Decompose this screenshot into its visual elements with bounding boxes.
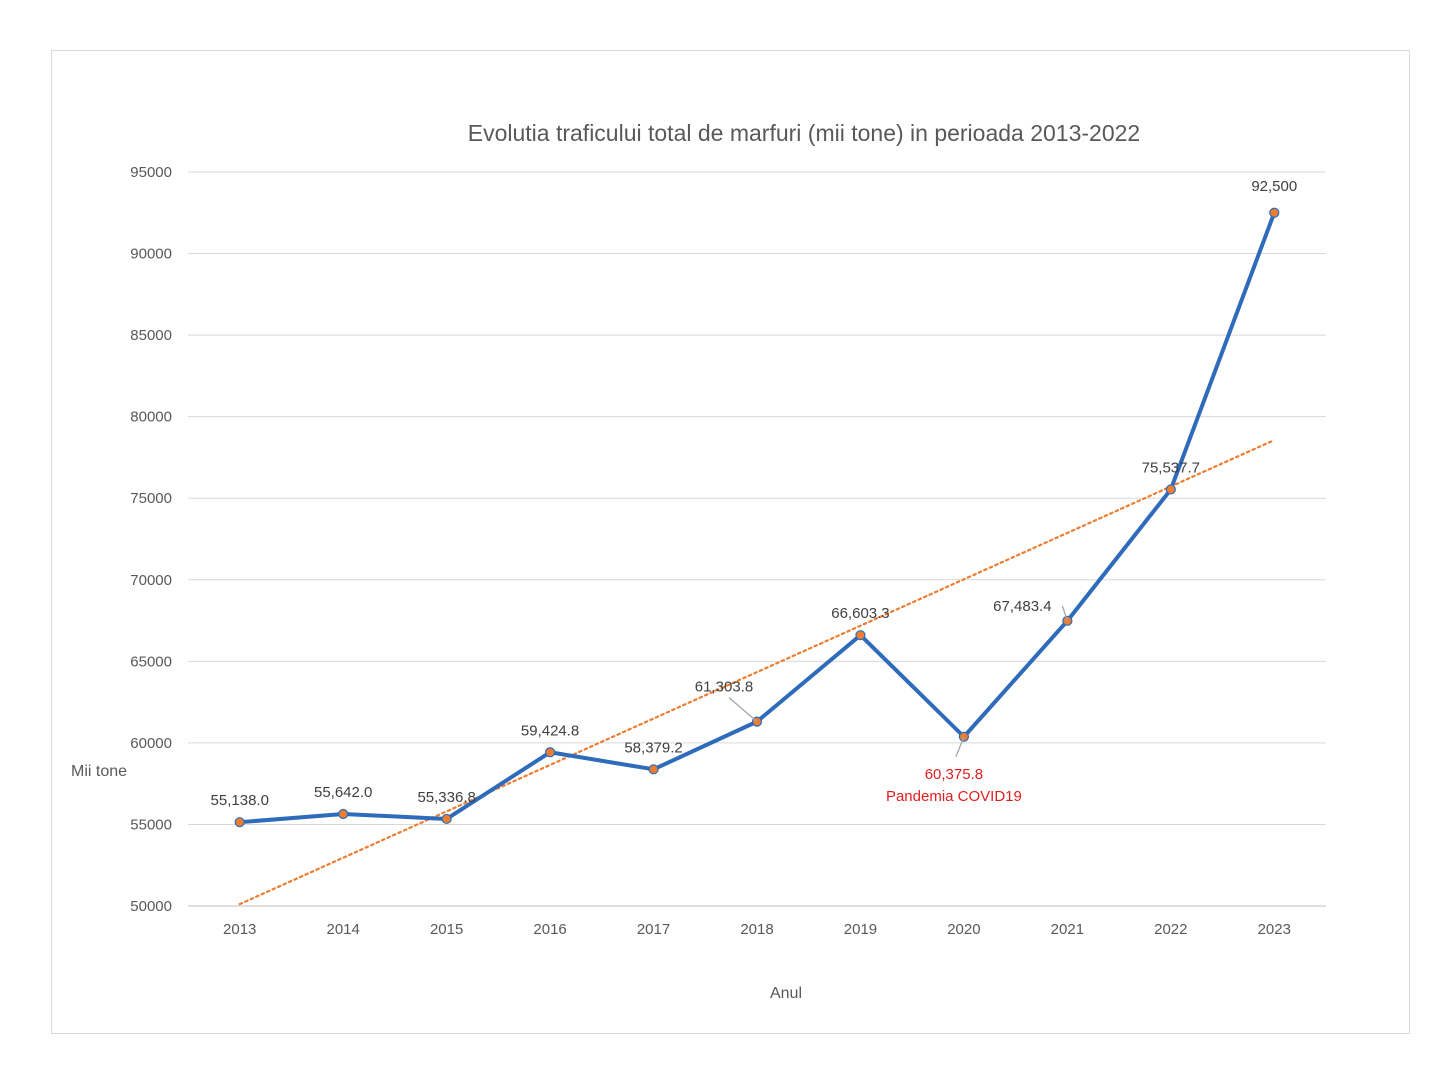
data-point [544, 747, 556, 758]
x-axis-ticks: 2013 2014 2015 2016 2017 2018 2019 2020 2021 2022… [223, 921, 1291, 938]
series-group [234, 207, 1280, 828]
y-tick-label: 70000 [130, 572, 172, 589]
y-tick-label: 50000 [130, 898, 172, 915]
data-point [648, 764, 659, 775]
y-tick-label: 90000 [130, 246, 172, 263]
y-tick-label: 80000 [130, 409, 172, 426]
data-label: 66,603.3 [831, 605, 889, 622]
chart-title: Evolutia traficului total de marfuri (mi… [468, 120, 1140, 146]
x-tick-label: 2022 [1154, 921, 1187, 938]
trendline [238, 438, 1276, 906]
label-leader-line [1061, 605, 1068, 622]
x-tick-label: 2015 [430, 921, 463, 938]
y-tick-label: 60000 [130, 735, 172, 752]
x-tick-label: 2016 [533, 921, 566, 938]
y-tick-label: 55000 [130, 816, 172, 833]
data-labels: 55,138.0 55,642.0 55,336.8 59,424.8 58,379.2… [211, 178, 1298, 809]
data-point [338, 808, 349, 820]
data-point [441, 813, 452, 825]
data-point [1165, 484, 1176, 495]
gridlines [188, 171, 1326, 907]
data-label: 58,379.2 [624, 739, 682, 756]
x-tick-label: 2018 [740, 921, 773, 938]
x-tick-label: 2013 [223, 921, 256, 938]
data-label: 67,483.4 [993, 598, 1051, 615]
x-tick-label: 2014 [326, 921, 359, 938]
data-point [855, 630, 866, 641]
series-line [237, 210, 1277, 825]
x-tick-label: 2017 [637, 921, 670, 938]
data-point [234, 817, 245, 828]
data-label: 92,500 [1251, 178, 1297, 195]
x-tick-label: 2020 [947, 921, 980, 938]
data-point [1269, 207, 1280, 218]
data-label: 75,537.7 [1142, 459, 1200, 476]
y-tick-label: 75000 [130, 490, 172, 507]
y-tick-label: 95000 [130, 164, 172, 181]
data-label: 59,424.8 [521, 722, 579, 739]
label-leader-line [728, 697, 758, 723]
data-label: 55,138.0 [211, 792, 269, 809]
x-tick-label: 2019 [844, 921, 877, 938]
x-tick-label: 2023 [1258, 921, 1291, 938]
data-label: 60,375.8 [925, 766, 983, 783]
y-axis-label: Mii tone [71, 763, 127, 780]
x-axis-label: Anul [770, 985, 802, 1002]
label-leader-line [955, 736, 965, 758]
y-tick-label: 65000 [130, 653, 172, 670]
y-axis-ticks: 50000 55000 60000 65000 70000 75000 80000 85000… [130, 164, 172, 915]
y-tick-label: 85000 [130, 327, 172, 344]
data-label: 55,642.0 [314, 784, 372, 801]
trendline-group [238, 438, 1276, 906]
data-label: 61,303.8 [695, 679, 753, 696]
data-label: 55,336.8 [417, 789, 475, 806]
annotation-label: Pandemia COVID19 [886, 788, 1022, 805]
x-tick-label: 2021 [1051, 921, 1084, 938]
chart-frame [51, 50, 1410, 1034]
